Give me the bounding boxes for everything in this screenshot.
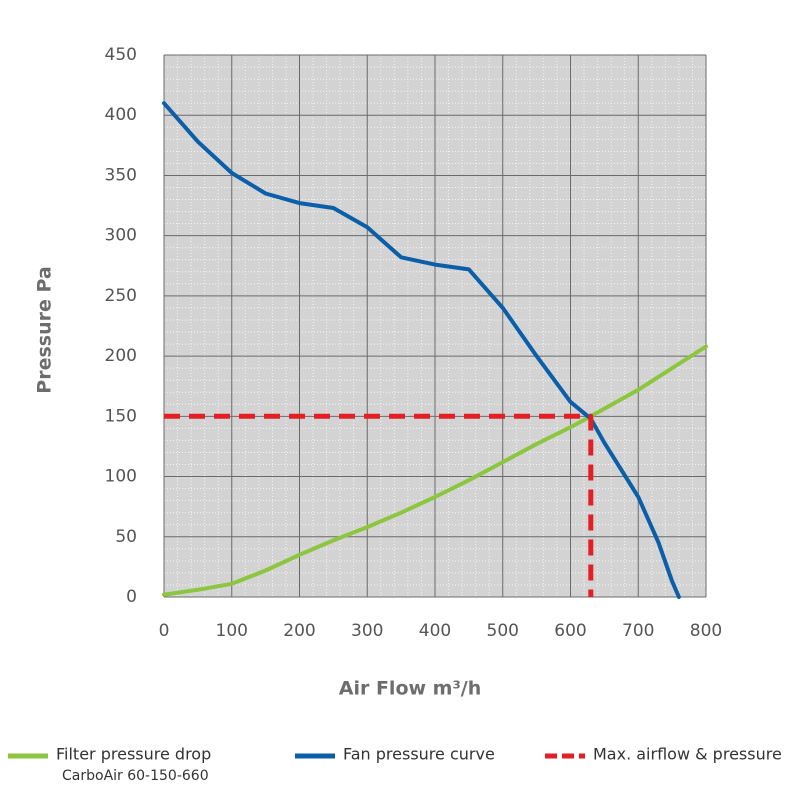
y-tick-label: 0: [126, 587, 137, 607]
x-tick-label: 400: [419, 621, 451, 641]
legend-note: CarboAir 60-150-660: [62, 768, 209, 784]
x-tick-label: 800: [690, 621, 722, 641]
x-tick-label: 100: [216, 621, 248, 641]
x-tick-label: 300: [351, 621, 383, 641]
y-tick-label: 450: [105, 45, 137, 65]
x-tick-label: 600: [554, 621, 586, 641]
x-tick-label: 500: [487, 621, 519, 641]
x-axis-title: Air Flow m³/h: [339, 678, 482, 700]
series-line: [164, 413, 594, 597]
series-line: [162, 344, 708, 597]
x-tick-label: 700: [622, 621, 654, 641]
y-tick-label: 350: [105, 165, 137, 185]
legend-label: Fan pressure curve: [343, 745, 495, 764]
y-tick-label: 250: [105, 286, 137, 306]
series-line: [162, 101, 681, 599]
y-tick-label: 100: [105, 467, 137, 487]
x-tick-label: 200: [283, 621, 315, 641]
y-tick-label: 300: [105, 226, 137, 246]
legend-label: Max. airflow & pressure: [593, 745, 782, 764]
y-tick-label: 200: [105, 346, 137, 366]
y-tick-label: 400: [105, 105, 137, 125]
legend-label: Filter pressure drop: [56, 745, 211, 764]
y-tick-label: 50: [115, 527, 137, 547]
y-axis-title: Pressure Pa: [34, 266, 56, 393]
x-tick-label: 0: [159, 621, 170, 641]
y-tick-label: 150: [105, 406, 137, 426]
